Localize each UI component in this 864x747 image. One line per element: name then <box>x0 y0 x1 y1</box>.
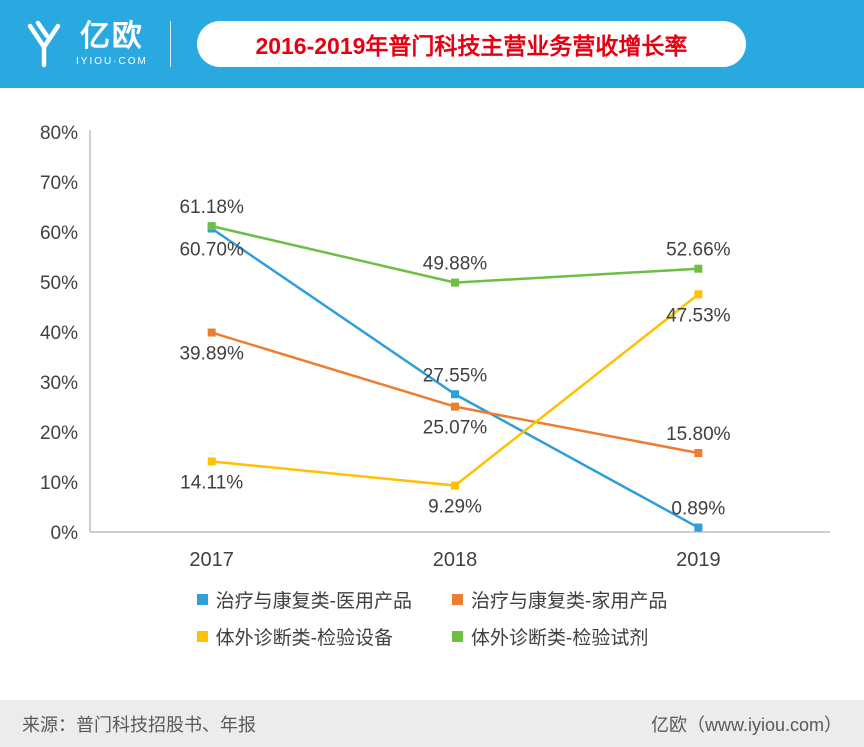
data-point-marker <box>207 328 216 337</box>
footer-bar: 来源：普门科技招股书、年报 亿欧（www.iyiou.com） <box>0 700 864 747</box>
page-title: 2016-2019年普门科技主营业务营收增长率 <box>196 21 746 67</box>
header-bar: 亿欧 IYIOU·COM 2016-2019年普门科技主营业务营收增长率 <box>0 0 864 88</box>
header-divider <box>169 21 171 67</box>
data-label: 49.88% <box>423 254 488 275</box>
credit-text: 亿欧（www.iyiou.com） <box>650 714 842 735</box>
line-chart: 0% 10% 20% 30% 40% 50% 60% 70% 80% 2017 2018 2019 60… <box>40 123 830 571</box>
data-point-marker <box>694 290 703 299</box>
iyiou-logo: 亿欧 IYIOU·COM <box>22 20 148 68</box>
legend-item: 体外诊断类-检验试剂 <box>452 623 667 650</box>
legend-item: 治疗与康复类-家用产品 <box>452 586 667 613</box>
series-line <box>211 293 700 487</box>
legend-label: 体外诊断类-检验设备 <box>215 628 393 649</box>
data-label: 61.18% <box>179 197 244 218</box>
legend-swatch <box>196 594 208 605</box>
x-category-label: 2017 <box>189 549 234 571</box>
data-point-marker <box>451 481 459 490</box>
data-point-marker <box>451 278 459 287</box>
data-label: 27.55% <box>423 365 488 386</box>
legend: 治疗与康复类-医用产品 治疗与康复类-家用产品体外诊断类-检验设备 体外诊断类-检验… <box>0 586 864 650</box>
data-point-marker <box>207 457 216 466</box>
y-tick-label: 70% <box>40 173 78 194</box>
legend-swatch <box>452 594 463 605</box>
y-tick-label: 60% <box>40 223 78 244</box>
data-point-marker <box>694 264 703 273</box>
y-tick-label: 10% <box>40 473 78 494</box>
data-point-marker <box>451 402 459 411</box>
data-label: 0.89% <box>671 499 725 520</box>
data-label: 25.07% <box>423 418 488 439</box>
y-tick-label: 40% <box>40 323 78 344</box>
data-point-marker <box>694 449 703 457</box>
legend-label: 体外诊断类-检验试剂 <box>471 628 649 649</box>
data-label: 15.80% <box>666 424 731 445</box>
y-tick-label: 30% <box>40 373 78 394</box>
legend-label: 治疗与康复类-家用产品 <box>471 591 668 612</box>
data-point-marker <box>694 523 703 532</box>
y-tick-label: 20% <box>40 423 78 444</box>
data-label: 9.29% <box>428 497 482 518</box>
data-label: 14.11% <box>180 472 243 493</box>
x-category-label: 2018 <box>433 549 478 571</box>
chart-area: 0% 10% 20% 30% 40% 50% 60% 70% 80% 2017 2018 2019 60… <box>0 88 864 650</box>
y-tick-label: 0% <box>51 523 79 544</box>
legend-label: 治疗与康复类-医用产品 <box>215 591 412 612</box>
logo-subtitle: IYIOU·COM <box>76 55 148 67</box>
y-tick-label: 80% <box>40 123 78 144</box>
data-label: 60.70% <box>179 240 244 261</box>
source-text: 来源：普门科技招股书、年报 <box>22 714 256 735</box>
legend-swatch <box>196 631 208 642</box>
legend-item: 治疗与康复类-医用产品 <box>196 586 412 613</box>
legend-swatch <box>452 631 463 642</box>
legend-item: 体外诊断类-检验设备 <box>196 623 412 650</box>
data-point-marker <box>451 390 459 399</box>
logo-name: 亿欧 <box>79 19 144 53</box>
data-label: 39.89% <box>179 344 244 365</box>
y-tick-label: 50% <box>40 273 78 294</box>
iyiou-logo-icon <box>27 20 61 68</box>
x-category-label: 2019 <box>676 549 721 571</box>
data-point-marker <box>207 222 216 231</box>
data-label: 47.53% <box>666 305 731 326</box>
data-label: 52.66% <box>666 240 731 261</box>
